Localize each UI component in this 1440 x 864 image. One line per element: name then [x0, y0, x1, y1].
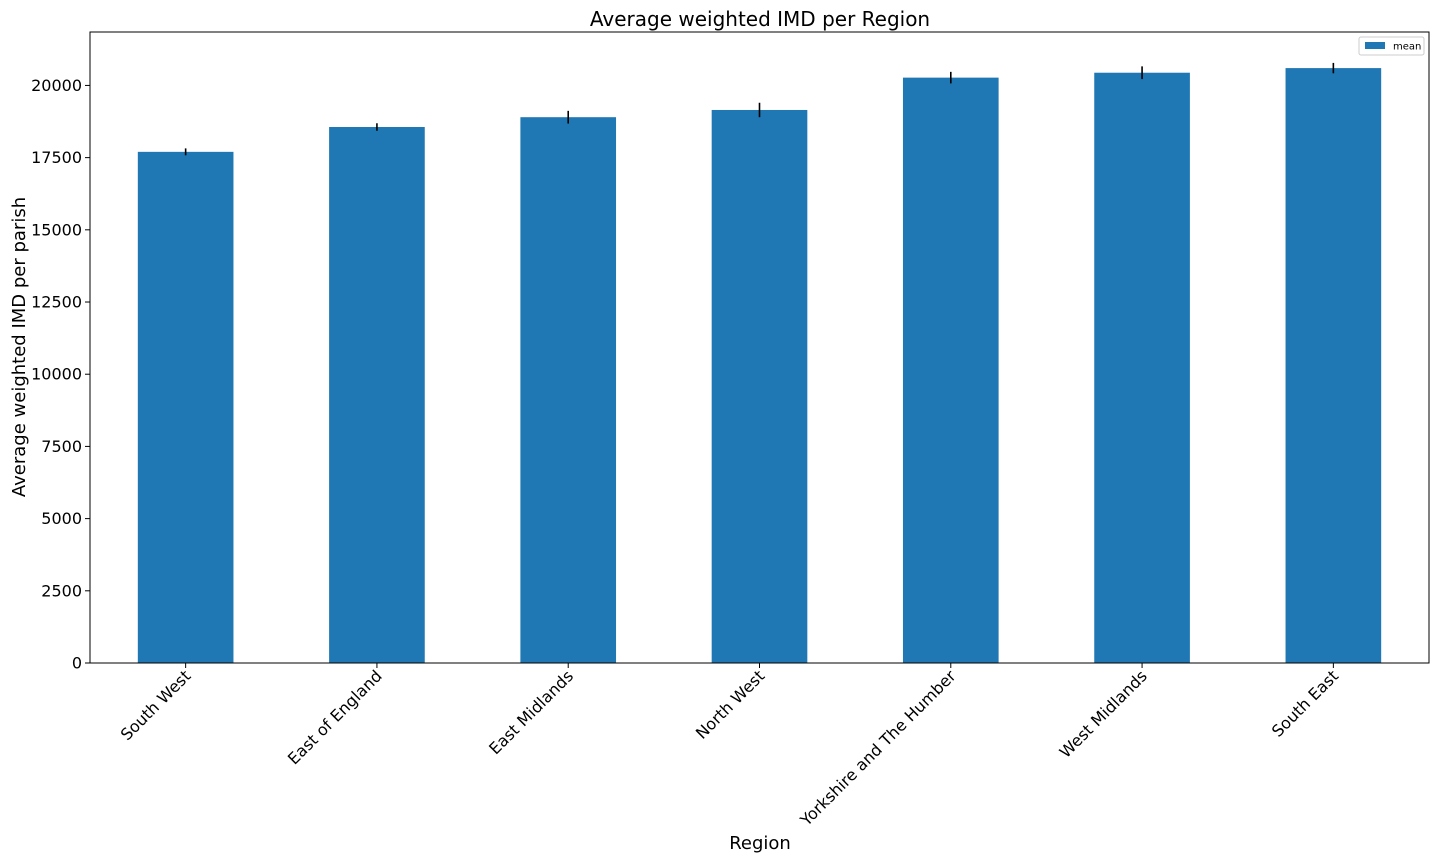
x-axis-label: Region	[729, 833, 791, 854]
x-tick-label-yorkshire-and-the-humber: Yorkshire and The Humber	[796, 666, 960, 830]
legend: mean	[1358, 36, 1425, 56]
y-tick-label: 5000	[41, 509, 82, 528]
legend-frame	[1358, 36, 1425, 56]
y-tick-label: 7500	[41, 437, 82, 456]
bar-north-west	[711, 109, 808, 664]
y-tick-label: 17500	[31, 148, 82, 167]
y-tick-label: 2500	[41, 581, 82, 600]
x-tick-label-east-of-england: East of England	[284, 666, 386, 768]
y-axis: 0 2500 5000 7500 10000 12500 15000 17500 20000	[31, 76, 90, 673]
legend-swatch	[1365, 42, 1385, 49]
bar-east-midlands	[520, 117, 617, 664]
x-tick-label-east-midlands: East Midlands	[485, 666, 577, 758]
plot-frame	[89, 31, 1430, 664]
y-tick-label: 10000	[31, 365, 82, 384]
x-tick-label-south-east: South East	[1268, 666, 1342, 740]
y-tick-label: 0	[72, 654, 82, 673]
x-tick-label-north-west: North West	[692, 666, 768, 742]
bar-west-midlands	[1094, 72, 1190, 663]
chart-title: Average weighted IMD per Region	[590, 7, 930, 31]
y-tick-label: 20000	[31, 76, 82, 95]
error-bars-group	[184, 62, 1335, 156]
legend-label: mean	[1393, 42, 1421, 53]
bar-east-of-england	[329, 127, 425, 663]
y-tick-label: 12500	[31, 293, 82, 312]
bar-yorkshire-and-the-humber	[902, 77, 999, 664]
bar-south-west	[137, 151, 234, 663]
x-tick-label-west-midlands: West Midlands	[1056, 666, 1151, 761]
x-tick-label-south-west: South West	[117, 666, 195, 744]
y-tick-label: 15000	[31, 220, 82, 239]
x-axis: South West East of England East Midlands No…	[117, 663, 1342, 830]
y-axis-label: Average weighted IMD per parish	[9, 197, 30, 497]
bar-south-east	[1285, 68, 1382, 664]
bars-group	[137, 68, 1382, 664]
